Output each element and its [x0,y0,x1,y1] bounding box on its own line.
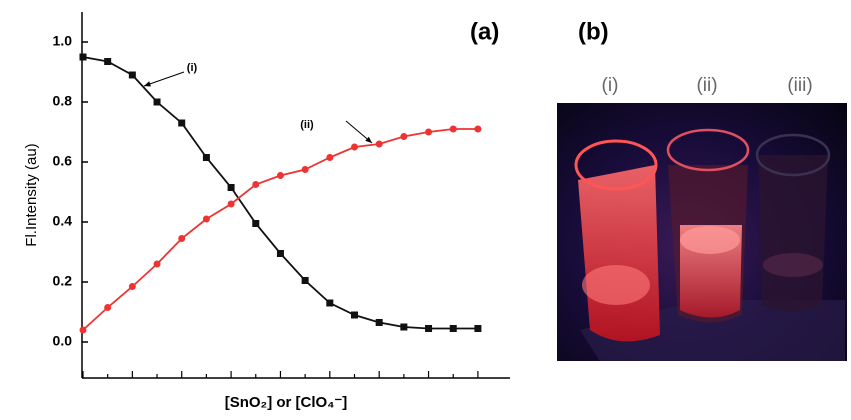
arrow-head [144,81,151,87]
marker [79,53,87,61]
photo [557,103,847,361]
chart-title: (a) [470,18,499,45]
y-axis-label: Fl.Intensity (au) [23,143,40,246]
y-tick-label: 0.2 [53,273,73,289]
marker [276,250,284,257]
marker [128,283,136,290]
series-line [82,128,478,331]
marker [400,133,408,140]
y-tick-label: 0.0 [53,333,73,349]
x-axis-label: [SnO₂] or [ClO₄⁻] [225,394,348,411]
y-tick-label: 0.4 [53,213,73,229]
arrow [143,71,185,87]
marker [400,323,408,331]
marker [425,128,433,136]
y-tick-label: 1.0 [53,33,73,49]
marker [326,299,334,307]
series-label: (ii) [300,119,314,131]
marker [301,277,309,284]
panel-title: (b) [578,18,609,45]
marker [301,166,309,173]
arrow-head [365,136,372,143]
marker [350,311,358,319]
marker [425,325,433,332]
marker [153,260,161,268]
y-tick-label: 0.8 [53,93,73,109]
marker [227,184,235,191]
marker [326,154,334,161]
marker [79,326,87,334]
vial-label: (ii) [696,75,717,96]
marker [375,140,383,148]
marker [449,325,457,332]
y-tick-label: 0.6 [53,153,73,169]
marker [153,98,161,106]
marker [350,143,358,151]
series-label: (i) [187,62,198,74]
marker [178,235,186,242]
marker [252,220,260,227]
marker [276,172,284,179]
marker [474,125,482,133]
marker [104,304,112,311]
marker [252,181,260,188]
marker [104,58,112,65]
marker [128,71,136,79]
marker [178,119,186,127]
series-line [82,56,478,330]
marker [202,154,210,161]
marker [474,325,482,332]
marker [375,319,383,326]
marker [449,125,457,133]
marker [227,200,235,208]
vial-label: (i) [602,75,619,96]
marker [202,215,210,223]
vial-label: (iii) [787,75,812,96]
